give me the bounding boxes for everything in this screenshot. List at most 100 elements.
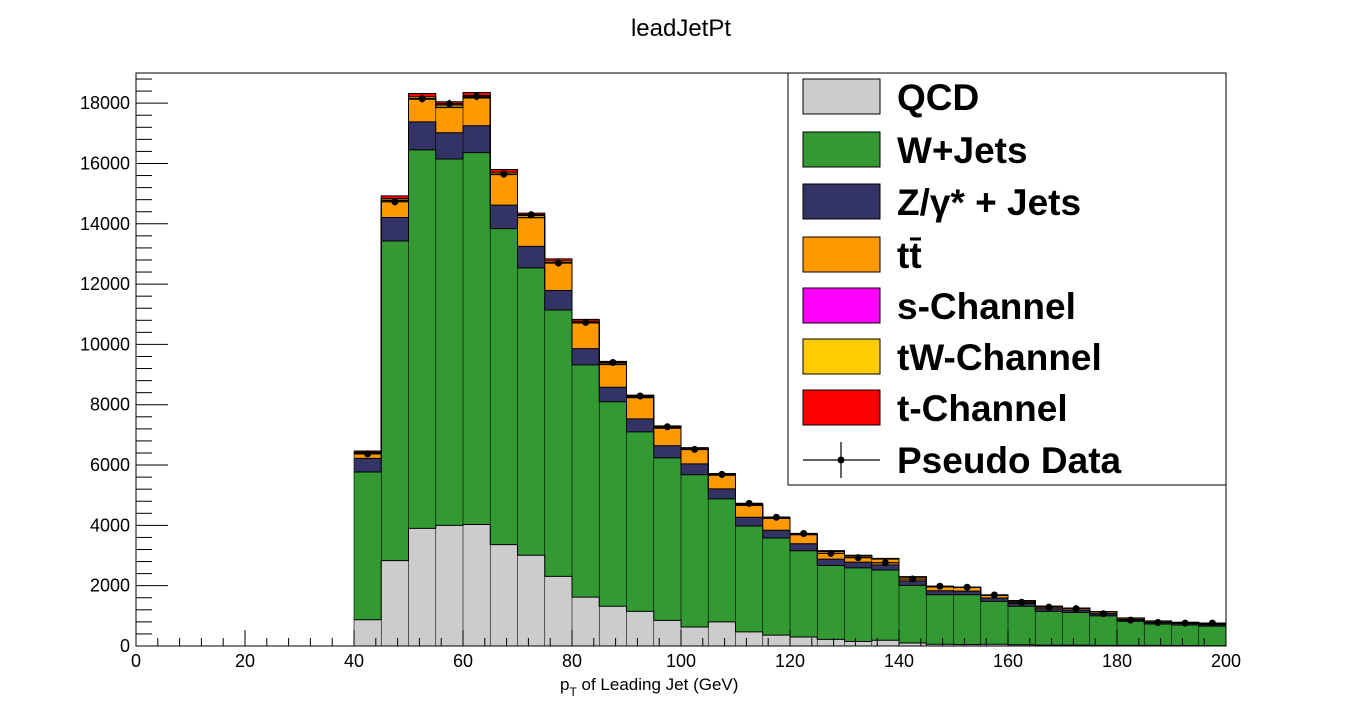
bar-2-8 [572,364,600,598]
bar-1-9 [599,606,627,646]
bar-2-26 [1062,612,1090,646]
bar-3-15 [762,530,790,539]
bar-3-23 [980,598,1008,602]
bar-3-11 [653,445,681,458]
data-point-22 [963,583,971,591]
bar-3-14 [735,517,763,526]
bar-2-19 [871,570,899,641]
y-tick-label-2: 4000 [90,515,130,535]
bar-2-27 [1089,615,1117,646]
y-tick-label-3: 6000 [90,455,130,475]
data-point-12 [691,445,699,453]
bar-1-22 [953,644,981,646]
bar-1-7 [544,576,572,646]
data-point-1 [391,198,399,206]
data-point-2 [418,95,426,103]
x-axis-label: pT of Leading Jet (GeV) [560,675,738,699]
bar-4-16 [790,534,818,544]
y-tick-label-6: 12000 [80,274,130,294]
bar-3-2 [408,121,436,150]
bar-4-7 [544,262,572,291]
data-point-29 [1154,618,1162,626]
bar-4-1 [381,200,409,218]
data-point-5 [500,170,508,178]
data-point-18 [854,554,862,562]
data-point-3 [445,100,453,108]
bar-3-7 [544,290,572,311]
bar-2-29 [1144,623,1172,646]
data-point-27 [1099,610,1107,618]
data-point-0 [364,450,372,458]
legend-label-7: t-Channel [897,388,1068,429]
x-tick-label-10: 200 [1211,651,1241,671]
bar-1-6 [517,555,545,646]
y-tick-label-4: 8000 [90,395,130,415]
legend: QCD W+Jets Z/γ* + Jets tt̄ s-Channel tW-Chann… [787,72,1227,486]
bars-layer [353,91,1226,647]
bar-2-3 [435,158,463,526]
x-tick-label-7: 140 [884,651,914,671]
bar-1-10 [626,611,654,646]
bar-2-11 [653,457,681,621]
bar-4-9 [599,364,627,388]
data-point-10 [636,392,644,400]
bar-3-13 [708,488,736,499]
bar-2-13 [708,498,736,622]
x-tick-label-2: 40 [344,651,364,671]
data-point-20 [909,575,917,583]
data-point-9 [609,359,617,367]
bar-2-1 [381,240,409,561]
data-point-14 [745,499,753,507]
bar-2-16 [790,550,818,637]
bar-1-8 [572,597,600,646]
bar-3-20 [899,580,927,586]
bar-1-24 [1008,644,1036,646]
bar-1-23 [980,644,1008,646]
bar-2-21 [926,594,954,645]
bar-1-11 [653,620,681,646]
data-point-4 [473,92,481,100]
bar-2-15 [762,538,790,636]
data-point-30 [1181,619,1189,627]
bar-2-28 [1117,621,1145,646]
bar-4-6 [517,217,545,247]
data-point-24 [1018,598,1026,606]
legend-swatch-4 [802,236,881,273]
bar-3-12 [681,463,709,475]
legend-label-3: Z/γ* + Jets [897,182,1081,223]
legend-swatch-7 [802,389,881,426]
legend-label-5: s-Channel [897,286,1076,327]
bar-7-1 [381,195,409,199]
bar-4-13 [708,475,736,489]
bar-2-31 [1198,626,1226,646]
bar-3-19 [871,564,899,571]
bar-2-17 [817,565,845,640]
bar-3-21 [926,590,954,595]
bar-3-5 [490,205,518,229]
bar-1-20 [899,642,927,646]
data-point-19 [881,559,889,567]
bar-4-11 [653,428,681,446]
data-point-13 [718,470,726,478]
data-point-7 [554,259,562,267]
legend-label-1: QCD [897,77,979,118]
bar-4-12 [681,449,709,464]
bar-2-24 [1008,606,1036,645]
bar-1-1 [381,560,409,646]
bar-4-15 [762,518,790,531]
bar-3-17 [817,559,845,566]
legend-label-data: Pseudo Data [897,440,1122,481]
x-tick-label-0: 0 [131,651,141,671]
data-point-31 [1208,619,1216,627]
bar-1-18 [844,641,872,646]
legend-swatch-6 [802,338,881,375]
bar-3-1 [381,217,409,241]
bar-3-18 [844,562,872,568]
bar-3-9 [599,387,627,402]
x-tick-label-3: 60 [453,651,473,671]
bar-1-14 [735,631,763,646]
bar-2-30 [1171,625,1199,646]
bar-2-4 [463,152,491,525]
bar-1-21 [926,644,954,646]
